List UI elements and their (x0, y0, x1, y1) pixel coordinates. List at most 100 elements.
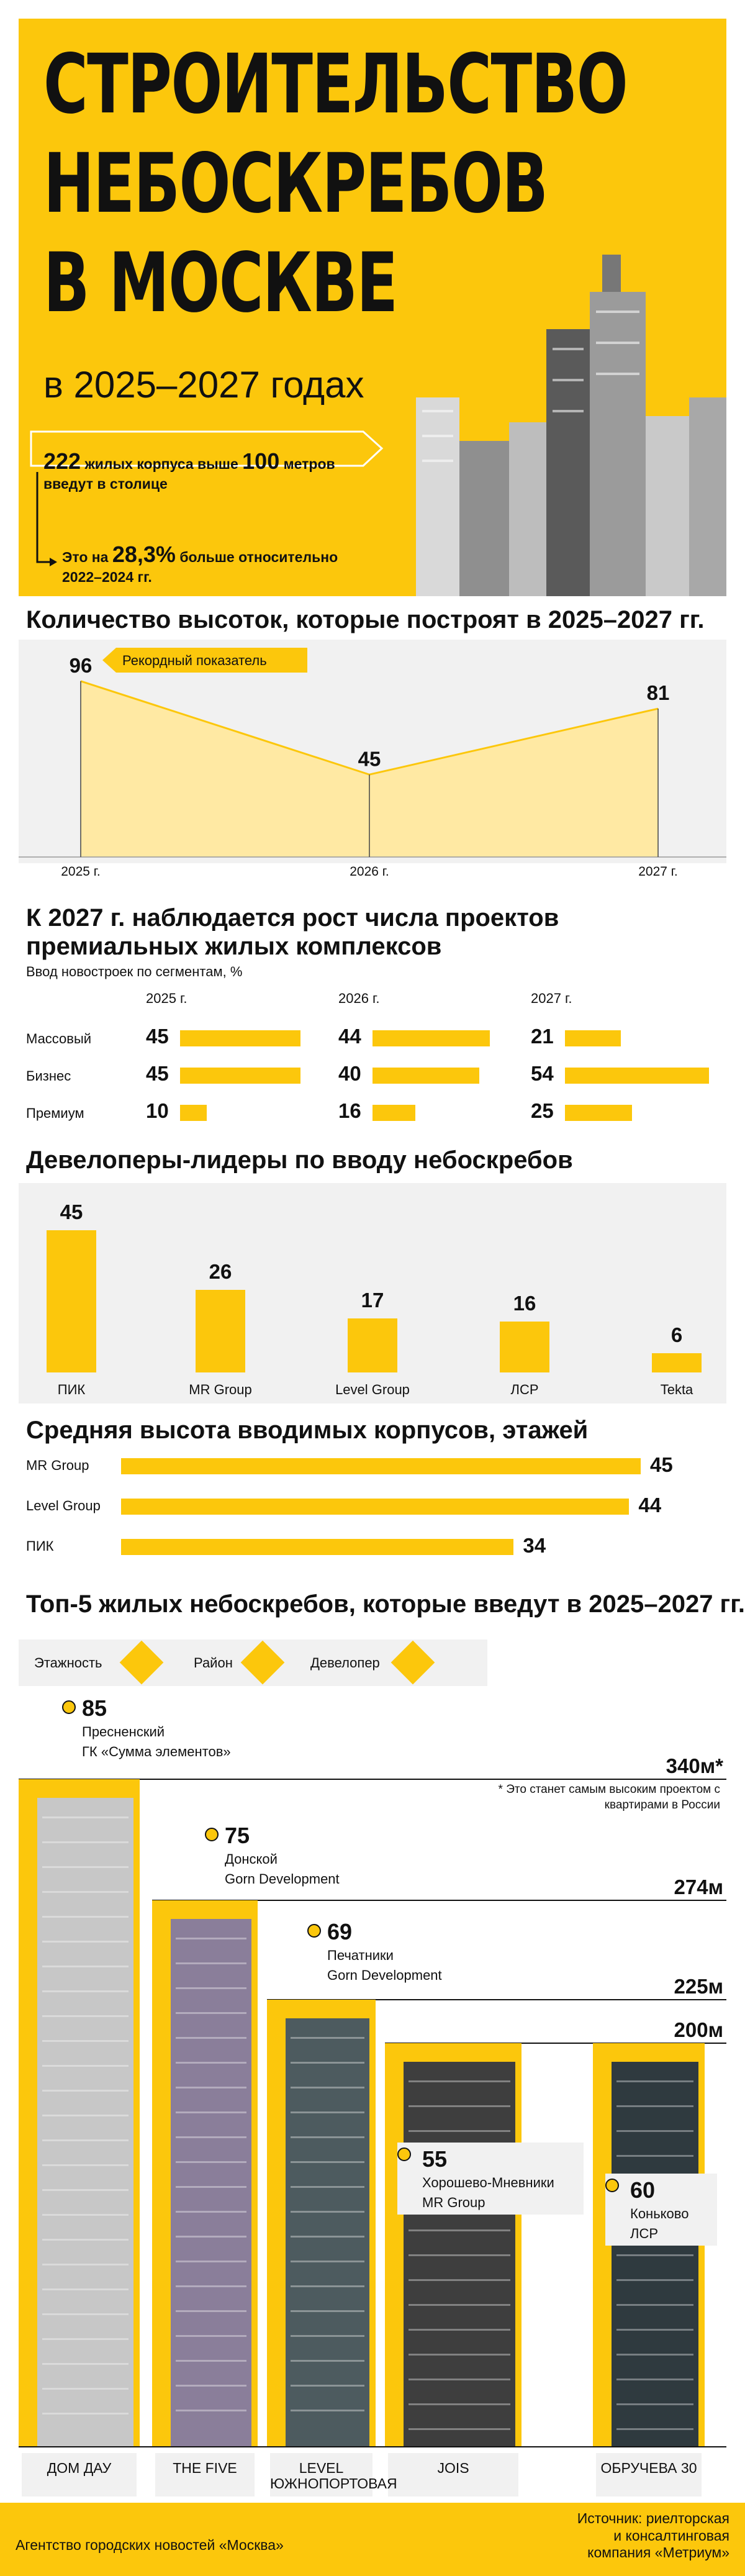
building-floor-line (291, 2161, 364, 2163)
building-floor-line (42, 2388, 129, 2390)
building-name-panel (388, 2453, 518, 2497)
building-floor-line (409, 2403, 510, 2405)
building-body (171, 1919, 251, 2447)
building-floor-line (291, 2111, 364, 2113)
building-floor-line (409, 2428, 510, 2430)
building-floor-line (291, 2211, 364, 2213)
top5-illustration: 340м* 274м 225м 200м (19, 1754, 726, 2497)
fact-arrows (30, 430, 384, 566)
height-bar (121, 1539, 514, 1555)
building-floor-line (616, 2428, 693, 2430)
building-floor-line (616, 2130, 693, 2132)
building-floor-line (42, 2313, 129, 2315)
building-floor-line (176, 2236, 246, 2238)
annotation-arrow (102, 648, 307, 673)
subtitle: в 2025–2027 годах (43, 364, 364, 406)
area-fill (81, 681, 658, 857)
height-label: 200м (674, 2018, 723, 2041)
footer-source-2: и консалтинговая (613, 2527, 729, 2544)
segment-bar (565, 1105, 632, 1121)
fact-1-number: 222 (43, 448, 81, 474)
building-floor-line (616, 2329, 693, 2331)
fact-2-text-b: больше относительно (179, 549, 338, 565)
building-floor-line (176, 2385, 246, 2387)
segment-bar (565, 1068, 710, 1084)
data-label: 81 (647, 681, 670, 704)
height-label: MR Group (26, 1458, 89, 1473)
building-floor-line (42, 2239, 129, 2241)
segment-label: Массовый (26, 1031, 92, 1046)
building-floor-line (176, 2310, 246, 2312)
building-floor-line (42, 2264, 129, 2265)
hero-section: СТРОИТЕЛЬСТВО НЕБОСКРЕБОВ В МОСКВЕ в 202… (0, 0, 745, 596)
footer: Агентство городских новостей «Москва» Ис… (0, 2503, 745, 2576)
building-floor-line (291, 2062, 364, 2064)
height-bar (121, 1458, 641, 1474)
building-floor-line (409, 2229, 510, 2231)
segment-bar (180, 1105, 207, 1121)
tick-label: 2027 г. (638, 864, 677, 879)
year-header: 2027 г. (531, 991, 572, 1006)
building-name-panel (270, 2453, 372, 2497)
chart1-annotation-box: Рекордный показатель (102, 648, 307, 673)
building-floor-line (616, 2354, 693, 2356)
title-line-2: НЕБОСКРЕБОВ (43, 136, 548, 232)
legend-developer-label: Девелопер (310, 1655, 380, 1671)
building-floor-line (176, 1962, 246, 1964)
building-floor-line (42, 2115, 129, 2116)
year-header: 2026 г. (338, 991, 380, 1006)
building-floor-line (291, 2410, 364, 2411)
fact-1-text-b: метров (283, 456, 335, 472)
developer-bar (196, 1290, 245, 1372)
segment-value: 45 (146, 1025, 169, 1048)
building-floor-line (42, 2164, 129, 2166)
developer-label: Tekta (660, 1382, 693, 1397)
building-floor-line (616, 2180, 693, 2182)
building-floor-line (291, 2285, 364, 2287)
building-floor-line (176, 2261, 246, 2262)
building-floor-line (42, 2288, 129, 2290)
building-floor-line (409, 2354, 510, 2356)
building-floor-line (616, 2080, 693, 2082)
segment-bar (565, 1030, 621, 1046)
fact-1-number-2: 100 (242, 448, 280, 474)
tick-label: 2025 г. (61, 864, 100, 879)
building-floor-line (291, 2236, 364, 2238)
building-floor-line (42, 1891, 129, 1893)
data-label: 45 (358, 747, 381, 770)
building-floor-line (42, 2189, 129, 2191)
building-floor-line (291, 2385, 364, 2387)
building-floor-line (176, 2186, 246, 2188)
height-label: 274м (674, 1875, 723, 1898)
developer-label: ПИК (57, 1382, 86, 1397)
chart4-container: MR Group 45 Level Group 44 ПИК 34 (0, 1453, 745, 1574)
fact-2-number: 28,3% (112, 542, 176, 567)
building-floor-line (42, 1990, 129, 1992)
building-floor-line (409, 2304, 510, 2306)
building-floor-line (42, 1866, 129, 1868)
building-floor-line (42, 2065, 129, 2067)
developer-bar (47, 1230, 96, 1372)
building-floor-line (291, 2310, 364, 2312)
building-body (37, 1798, 133, 2447)
building-floor-line (42, 2363, 129, 2365)
tick-label: 2026 г. (350, 864, 389, 879)
segment-value: 40 (338, 1062, 361, 1085)
building-floor-line (42, 2015, 129, 2017)
building-floor-line (616, 2304, 693, 2306)
skyline-illustration (416, 255, 726, 596)
building-floor-line (291, 2087, 364, 2088)
building-floor-line (42, 2040, 129, 2042)
building-floor-line (176, 2037, 246, 2039)
building-floor-line (409, 2105, 510, 2107)
building-name-panel (22, 2453, 137, 2497)
building-floor-line (42, 1966, 129, 1967)
building-floor-line (291, 2335, 364, 2337)
developer-label: Level Group (335, 1382, 410, 1397)
height-value: 34 (523, 1534, 546, 1557)
building-floor-line (42, 2413, 129, 2415)
segment-value: 10 (146, 1099, 169, 1122)
building-floor-line (616, 2205, 693, 2206)
chart2-title: К 2027 г. наблюдается рост числа проекто… (26, 904, 559, 960)
hero-card: СТРОИТЕЛЬСТВО НЕБОСКРЕБОВ В МОСКВЕ в 202… (19, 19, 726, 596)
